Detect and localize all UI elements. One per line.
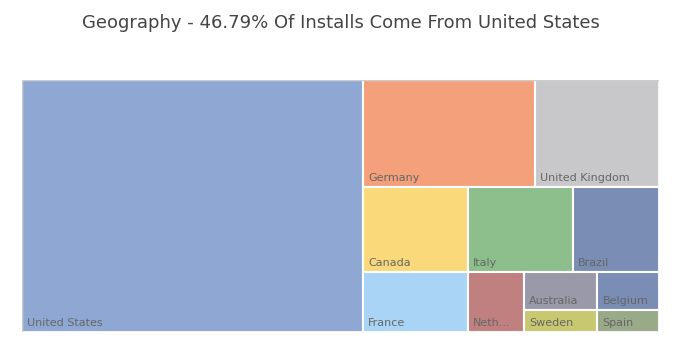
Bar <box>363 272 468 331</box>
Text: Spain: Spain <box>603 318 634 328</box>
Bar <box>597 310 659 331</box>
Text: Canada: Canada <box>368 259 411 268</box>
Text: Germany: Germany <box>368 173 419 183</box>
Bar <box>573 187 659 272</box>
Bar <box>468 272 524 331</box>
Text: Italy: Italy <box>473 259 497 268</box>
Bar <box>535 79 659 187</box>
Bar <box>597 272 659 310</box>
Text: United Kingdom: United Kingdom <box>540 173 630 183</box>
Text: Belgium: Belgium <box>603 296 648 306</box>
Text: Brazil: Brazil <box>578 259 609 268</box>
Bar <box>468 187 573 272</box>
Text: Neth...: Neth... <box>473 318 511 328</box>
Text: United States: United States <box>27 318 103 328</box>
Bar <box>22 79 363 331</box>
Bar <box>524 310 597 331</box>
Text: Sweden: Sweden <box>529 318 573 328</box>
Text: Australia: Australia <box>529 296 579 306</box>
Text: France: France <box>368 318 405 328</box>
Bar <box>363 79 535 187</box>
Bar <box>524 272 597 310</box>
Bar <box>363 187 468 272</box>
Text: Geography - 46.79% Of Installs Come From United States: Geography - 46.79% Of Installs Come From… <box>82 14 599 32</box>
